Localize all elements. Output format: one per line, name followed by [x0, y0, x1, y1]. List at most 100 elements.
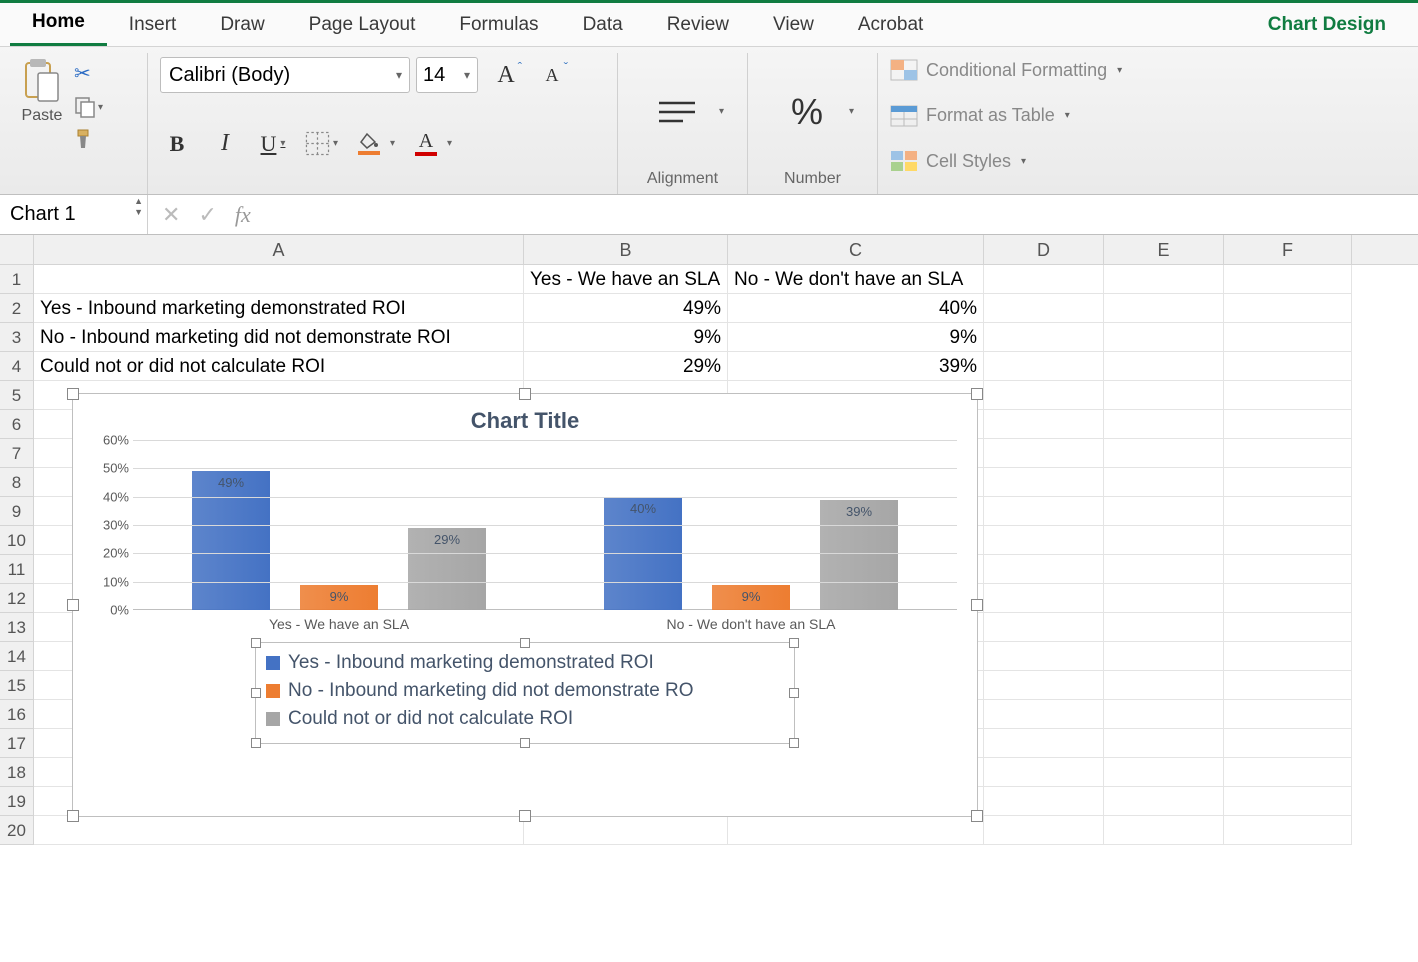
- cell-B3[interactable]: 9%: [524, 323, 728, 352]
- cell-F16[interactable]: [1224, 700, 1352, 729]
- select-all-corner[interactable]: [0, 235, 34, 264]
- cell-E6[interactable]: [1104, 410, 1224, 439]
- cell-E13[interactable]: [1104, 613, 1224, 642]
- cell-F13[interactable]: [1224, 613, 1352, 642]
- cell-D17[interactable]: [984, 729, 1104, 758]
- ribbon-tab-view[interactable]: View: [751, 6, 836, 46]
- resize-handle[interactable]: [67, 599, 79, 611]
- resize-handle[interactable]: [251, 638, 261, 648]
- cell-E4[interactable]: [1104, 352, 1224, 381]
- legend-item[interactable]: Could not or did not calculate ROI: [266, 705, 784, 733]
- cell-A2[interactable]: Yes - Inbound marketing demonstrated ROI: [34, 294, 524, 323]
- cell-A4[interactable]: Could not or did not calculate ROI: [34, 352, 524, 381]
- resize-handle[interactable]: [971, 810, 983, 822]
- resize-handle[interactable]: [971, 599, 983, 611]
- number-format-button[interactable]: %: [771, 86, 843, 138]
- cell-E12[interactable]: [1104, 584, 1224, 613]
- chart-plot-area[interactable]: 0%10%20%30%40%50%60% 49%9%29%40%9%39%: [133, 440, 957, 610]
- cell-E5[interactable]: [1104, 381, 1224, 410]
- ribbon-tab-acrobat[interactable]: Acrobat: [836, 6, 945, 46]
- ribbon-tab-chart-design[interactable]: Chart Design: [1246, 6, 1408, 46]
- fill-color-button[interactable]: [352, 127, 386, 161]
- cell-A1[interactable]: [34, 265, 524, 294]
- fx-icon[interactable]: fx: [235, 202, 251, 228]
- row-header[interactable]: 8: [0, 468, 33, 497]
- name-box-spinner[interactable]: ▲▼: [134, 197, 143, 217]
- cell-B4[interactable]: 29%: [524, 352, 728, 381]
- cell-F3[interactable]: [1224, 323, 1352, 352]
- alignment-button[interactable]: [641, 86, 713, 138]
- column-header[interactable]: A: [34, 235, 524, 264]
- cell-C2[interactable]: 40%: [728, 294, 984, 323]
- cell-F9[interactable]: [1224, 497, 1352, 526]
- cell-D19[interactable]: [984, 787, 1104, 816]
- cell-F19[interactable]: [1224, 787, 1352, 816]
- chart-bar[interactable]: 29%: [408, 528, 486, 610]
- resize-handle[interactable]: [251, 738, 261, 748]
- resize-handle[interactable]: [520, 638, 530, 648]
- cell-E3[interactable]: [1104, 323, 1224, 352]
- cell-B20[interactable]: [524, 816, 728, 845]
- cell-B1[interactable]: Yes - We have an SLA: [524, 265, 728, 294]
- resize-handle[interactable]: [789, 688, 799, 698]
- underline-button[interactable]: U▾: [256, 127, 290, 161]
- column-header[interactable]: F: [1224, 235, 1352, 264]
- cell-D12[interactable]: [984, 584, 1104, 613]
- row-header[interactable]: 11: [0, 555, 33, 584]
- cell-E1[interactable]: [1104, 265, 1224, 294]
- resize-handle[interactable]: [520, 738, 530, 748]
- borders-button[interactable]: ▾: [304, 127, 338, 161]
- resize-handle[interactable]: [789, 638, 799, 648]
- row-header[interactable]: 14: [0, 642, 33, 671]
- cell-F14[interactable]: [1224, 642, 1352, 671]
- ribbon-tab-page-layout[interactable]: Page Layout: [287, 6, 438, 46]
- row-header[interactable]: 16: [0, 700, 33, 729]
- row-header[interactable]: 10: [0, 526, 33, 555]
- cell-C20[interactable]: [728, 816, 984, 845]
- font-size-select[interactable]: [416, 57, 478, 93]
- row-header[interactable]: 9: [0, 497, 33, 526]
- resize-handle[interactable]: [789, 738, 799, 748]
- cell-D20[interactable]: [984, 816, 1104, 845]
- cell-F15[interactable]: [1224, 671, 1352, 700]
- cell-F1[interactable]: [1224, 265, 1352, 294]
- resize-handle[interactable]: [67, 810, 79, 822]
- chevron-down-icon[interactable]: ▾: [849, 106, 854, 117]
- cell-D7[interactable]: [984, 439, 1104, 468]
- cell-E15[interactable]: [1104, 671, 1224, 700]
- column-header[interactable]: D: [984, 235, 1104, 264]
- row-header[interactable]: 18: [0, 758, 33, 787]
- chart-title[interactable]: Chart Title: [73, 394, 977, 440]
- cell-E7[interactable]: [1104, 439, 1224, 468]
- cell-E11[interactable]: [1104, 555, 1224, 584]
- cell-F7[interactable]: [1224, 439, 1352, 468]
- cell-E8[interactable]: [1104, 468, 1224, 497]
- cell-D18[interactable]: [984, 758, 1104, 787]
- cell-E19[interactable]: [1104, 787, 1224, 816]
- cell-F6[interactable]: [1224, 410, 1352, 439]
- cell-D16[interactable]: [984, 700, 1104, 729]
- column-header[interactable]: B: [524, 235, 728, 264]
- legend-item[interactable]: No - Inbound marketing did not demonstra…: [266, 677, 784, 705]
- cell-C4[interactable]: 39%: [728, 352, 984, 381]
- cell-D4[interactable]: [984, 352, 1104, 381]
- chevron-down-icon[interactable]: ▾: [719, 106, 724, 117]
- column-header[interactable]: E: [1104, 235, 1224, 264]
- chart-bar[interactable]: 39%: [820, 500, 898, 611]
- cell-D15[interactable]: [984, 671, 1104, 700]
- chart-bar[interactable]: 9%: [712, 585, 790, 611]
- bold-button[interactable]: B: [160, 127, 194, 161]
- cell-F20[interactable]: [1224, 816, 1352, 845]
- cell-D3[interactable]: [984, 323, 1104, 352]
- cell-E20[interactable]: [1104, 816, 1224, 845]
- decrease-font-button[interactable]: Aˇ: [530, 57, 574, 93]
- chart-legend[interactable]: Yes - Inbound marketing demonstrated ROI…: [255, 642, 795, 744]
- chart-bar[interactable]: 9%: [300, 585, 378, 611]
- chart-bar[interactable]: 49%: [192, 471, 270, 610]
- chart-object[interactable]: Chart Title 0%10%20%30%40%50%60% 49%9%29…: [72, 393, 978, 817]
- cell-E10[interactable]: [1104, 526, 1224, 555]
- cell-F2[interactable]: [1224, 294, 1352, 323]
- row-header[interactable]: 6: [0, 410, 33, 439]
- row-header[interactable]: 7: [0, 439, 33, 468]
- ribbon-tab-home[interactable]: Home: [10, 3, 107, 46]
